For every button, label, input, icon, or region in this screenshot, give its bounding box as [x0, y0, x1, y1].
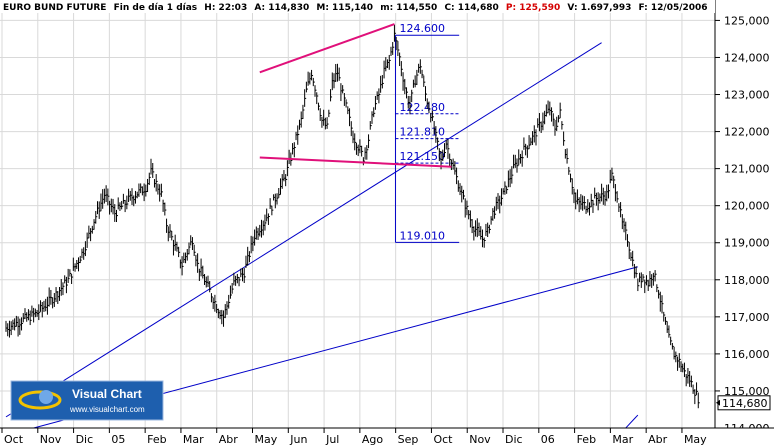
- x-tick-label: Ago: [362, 433, 384, 446]
- x-tick-label: Sep: [398, 433, 419, 446]
- x-tick-label: Jun: [289, 433, 307, 446]
- last-price-pointer-icon: [716, 399, 720, 406]
- visual-chart-logo: Visual Chart www.visualchart.com: [10, 380, 164, 421]
- header-h: H: 22:03: [204, 3, 247, 13]
- y-tick-label: 123,000: [724, 89, 770, 102]
- x-tick-label: Dic: [76, 433, 94, 446]
- header-timeframe: Fin de día 1 días: [114, 3, 198, 13]
- y-tick-label: 121,000: [724, 163, 770, 176]
- x-tick-label: Jul: [325, 433, 339, 446]
- x-tick-label: Nov: [40, 433, 62, 446]
- x-tick-label: 05: [111, 433, 125, 446]
- y-tick-label: 120,000: [724, 200, 770, 213]
- last-price-label: 114,680: [722, 397, 768, 410]
- y-axis: 114,000115,000116,000117,000118,000119,0…: [715, 14, 771, 435]
- fibonacci-retracement[interactable]: 124.600 122.480 121.810 121.150 119.010: [394, 22, 460, 243]
- blue-trendline[interactable]: [5, 42, 602, 418]
- header-bar: [0, 0, 715, 13]
- header-p: P: 125,590: [506, 3, 560, 13]
- plot-background: [0, 0, 715, 428]
- header-c: C: 114,680: [444, 3, 498, 13]
- logo-swoosh-icon: [18, 390, 62, 410]
- y-tick-label: 119,000: [724, 237, 770, 250]
- x-tick-label: Oct: [433, 433, 453, 446]
- x-tick-label: Oct: [4, 433, 24, 446]
- header-m-low: m: 114,550: [380, 3, 437, 13]
- x-axis-panel: [0, 428, 774, 447]
- fib-level-label: 124.600: [399, 22, 445, 35]
- y-tick-label: 124,000: [724, 51, 770, 64]
- y-tick-label: 117,000: [724, 311, 770, 324]
- x-tick-label: Dic: [505, 433, 523, 446]
- pink-channel-line[interactable]: [259, 156, 452, 168]
- x-tick-label: Abr: [219, 433, 239, 446]
- x-tick-label: Nov: [469, 433, 491, 446]
- y-axis-panel: [715, 0, 774, 428]
- header-m: M: 115,140: [316, 3, 373, 13]
- fib-level-label: 121.150: [399, 150, 445, 163]
- header-instrument: EURO BUND FUTURE: [3, 3, 106, 13]
- x-axis: Oct Nov Dic 05 Feb Mar Abr May Jun Jul Ago Sep Oct No…: [1, 428, 707, 446]
- y-tick-label: 118,000: [724, 274, 770, 287]
- x-tick-label: May: [684, 433, 707, 446]
- x-tick-label: May: [255, 433, 278, 446]
- price-series: [5, 24, 700, 409]
- y-tick-label: 116,000: [724, 348, 770, 361]
- x-tick-label: Mar: [183, 433, 204, 446]
- y-tick-label: 125,000: [724, 14, 770, 27]
- x-tick-label: Feb: [147, 433, 166, 446]
- svg-text:EURO BUND FUTURE Fin de dí: EURO BUND FUTURE Fin de día 1 días H: 22…: [3, 3, 708, 13]
- fib-level-label: 122.480: [399, 101, 445, 114]
- x-tick-label: Mar: [612, 433, 633, 446]
- logo-name: Visual Chart: [72, 387, 142, 401]
- pink-channel-line[interactable]: [259, 23, 395, 74]
- grid-lines: [0, 13, 715, 429]
- logo-url: www.visualchart.com: [69, 405, 145, 414]
- header-v: V: 1.697,993: [567, 3, 631, 13]
- fib-level-label: 121.810: [399, 126, 445, 139]
- x-tick-label: 06: [541, 433, 555, 446]
- logo-globe-icon: [39, 390, 53, 404]
- x-tick-label: Abr: [648, 433, 668, 446]
- y-tick-label: 122,000: [724, 126, 770, 139]
- x-tick-label: Feb: [577, 433, 596, 446]
- header-f: F: 12/05/2006: [639, 3, 708, 13]
- y-tick-label: 115,000: [724, 385, 770, 398]
- pink-channel-lines[interactable]: [259, 23, 452, 168]
- header-a: A: 114,830: [254, 3, 309, 13]
- fib-level-label: 119.010: [399, 229, 445, 242]
